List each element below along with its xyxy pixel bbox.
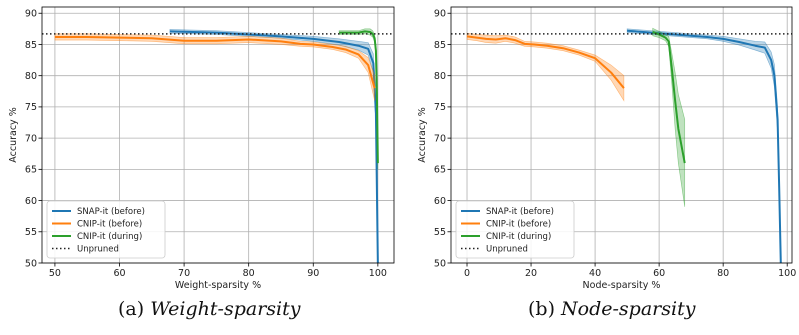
series-line: [627, 29, 782, 263]
plot-frame: [41, 6, 395, 264]
series-band: [466, 32, 625, 102]
legend-label: CNIP-it (before): [486, 220, 551, 230]
x-axis-label: Weight-sparsity %: [175, 280, 261, 291]
y-tick-label: 65: [25, 165, 37, 176]
legend-box: [46, 200, 166, 259]
y-tick-label: 85: [434, 40, 446, 51]
x-tick-label: 70: [178, 268, 190, 279]
caption-b: (b) Node-sparsity: [528, 298, 696, 320]
x-tick-label: 0: [464, 268, 470, 279]
series-group: [42, 28, 394, 263]
x-tick-label: 20: [525, 268, 537, 279]
y-tick-label: 70: [25, 133, 37, 144]
caption-a: (a) Weight-sparsity: [118, 298, 301, 320]
y-tick-label: 75: [434, 102, 446, 113]
legend-label: Unpruned: [77, 245, 119, 255]
y-tick-label: 75: [25, 102, 37, 113]
y-tick-label: 80: [25, 71, 37, 82]
series-line: [339, 30, 379, 164]
legend-label: CNIP-it (during): [77, 232, 142, 242]
y-tick-label: 55: [25, 227, 37, 238]
x-tick-label: 80: [717, 268, 729, 279]
y-tick-label: 50: [434, 258, 446, 269]
x-tick-label: 90: [307, 268, 319, 279]
x-tick-label: 40: [589, 268, 601, 279]
y-tick-label: 70: [434, 133, 446, 144]
x-tick-label: 100: [778, 268, 796, 279]
series-band: [54, 33, 375, 101]
x-tick-label: 60: [113, 268, 125, 279]
x-tick-label: 50: [49, 268, 61, 279]
series-group: [451, 27, 792, 263]
y-tick-label: 90: [25, 9, 37, 20]
series-line: [652, 31, 686, 164]
y-tick-label: 60: [434, 196, 446, 207]
series-band: [169, 29, 379, 263]
y-tick-label: 80: [434, 71, 446, 82]
legend: SNAP-it (before) CNIP-it (before) CNIP-it …: [455, 200, 575, 259]
x-tick-label: 60: [653, 268, 665, 279]
legend-label: SNAP-it (before): [486, 207, 554, 217]
legend-label: Unpruned: [486, 245, 528, 255]
legend-label: CNIP-it (during): [486, 232, 551, 242]
y-tick-label: 55: [434, 227, 446, 238]
series-line: [54, 35, 376, 89]
y-tick-label: 65: [434, 165, 446, 176]
x-tick-label: 100: [369, 268, 387, 279]
plot-frame: [450, 6, 793, 264]
y-axis-label: Accuracy %: [8, 107, 19, 162]
chart-node-sparsity: 0 20 40 60 80 100 50 55 60 65 70 75 80 85 90 Node-spars…: [417, 6, 796, 291]
series-band: [338, 28, 379, 170]
y-tick-label: 85: [25, 40, 37, 51]
chart-weight-sparsity: 50 60 70 80 90 100 50 55 60 65 70 75 80 85 90 Weight-sp…: [8, 6, 395, 291]
legend-box: [455, 200, 575, 259]
y-axis-label: Accuracy %: [417, 107, 428, 162]
series-band: [626, 28, 782, 263]
y-tick-label: 50: [25, 258, 37, 269]
legend: SNAP-it (before) CNIP-it (before) CNIP-it …: [46, 200, 166, 259]
series-line: [169, 30, 379, 263]
legend-label: CNIP-it (before): [77, 220, 142, 230]
x-axis-label: Node-sparsity %: [583, 280, 661, 291]
series-line: [466, 35, 625, 89]
x-tick-label: 80: [243, 268, 255, 279]
legend-label: SNAP-it (before): [77, 207, 145, 217]
y-tick-label: 90: [434, 9, 446, 20]
y-tick-label: 60: [25, 196, 37, 207]
series-band: [652, 27, 686, 207]
